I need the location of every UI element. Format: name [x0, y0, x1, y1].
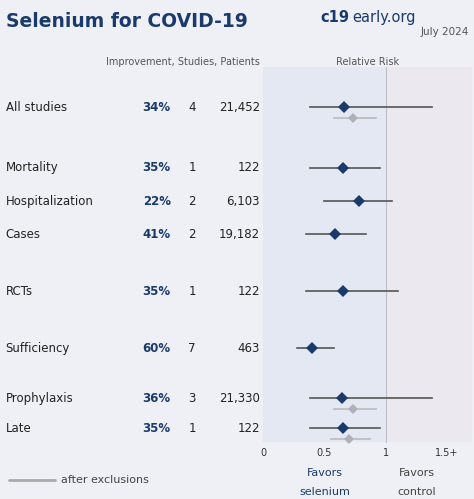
Text: 463: 463	[237, 341, 260, 355]
Text: 19,182: 19,182	[219, 228, 260, 241]
Text: 60%: 60%	[143, 341, 171, 355]
Text: Hospitalization: Hospitalization	[6, 195, 93, 208]
Text: 1: 1	[188, 285, 196, 298]
Text: 36%: 36%	[143, 392, 171, 405]
Text: 22%: 22%	[143, 195, 171, 208]
Text: 122: 122	[237, 285, 260, 298]
Text: 1.5+: 1.5+	[436, 448, 459, 458]
Text: 0.5: 0.5	[317, 448, 332, 458]
Text: RCTs: RCTs	[6, 285, 33, 298]
Text: 35%: 35%	[143, 285, 171, 298]
Text: 2: 2	[188, 228, 196, 241]
Text: 122: 122	[237, 422, 260, 435]
Text: Favors: Favors	[399, 468, 435, 478]
Text: after exclusions: after exclusions	[61, 475, 148, 485]
Text: 35%: 35%	[143, 161, 171, 174]
Text: early.org: early.org	[352, 10, 416, 25]
Text: Sufficiency: Sufficiency	[6, 341, 70, 355]
Text: 0: 0	[260, 448, 266, 458]
Text: July 2024: July 2024	[421, 27, 469, 37]
Text: 4: 4	[188, 101, 196, 114]
Text: selenium: selenium	[299, 487, 350, 497]
Bar	[386, 67, 472, 442]
Text: Mortality: Mortality	[6, 161, 58, 174]
Text: Late: Late	[6, 422, 31, 435]
Text: Relative Risk: Relative Risk	[336, 57, 399, 67]
Text: 35%: 35%	[143, 422, 171, 435]
Text: 2: 2	[188, 195, 196, 208]
Bar	[263, 67, 386, 442]
Text: All studies: All studies	[6, 101, 67, 114]
Text: Improvement, Studies, Patients: Improvement, Studies, Patients	[106, 57, 260, 67]
Text: 21,452: 21,452	[219, 101, 260, 114]
Text: 3: 3	[188, 392, 196, 405]
Text: 34%: 34%	[143, 101, 171, 114]
Text: Cases: Cases	[6, 228, 41, 241]
Text: Prophylaxis: Prophylaxis	[6, 392, 73, 405]
Text: 1: 1	[383, 448, 389, 458]
Text: 1: 1	[188, 161, 196, 174]
Text: 6,103: 6,103	[226, 195, 260, 208]
Text: c19: c19	[320, 10, 349, 25]
Text: Selenium for COVID-19: Selenium for COVID-19	[6, 12, 247, 31]
Text: 7: 7	[188, 341, 196, 355]
Text: 1: 1	[188, 422, 196, 435]
Text: 21,330: 21,330	[219, 392, 260, 405]
Text: 41%: 41%	[143, 228, 171, 241]
Text: control: control	[397, 487, 436, 497]
Text: Favors: Favors	[306, 468, 342, 478]
Text: 122: 122	[237, 161, 260, 174]
